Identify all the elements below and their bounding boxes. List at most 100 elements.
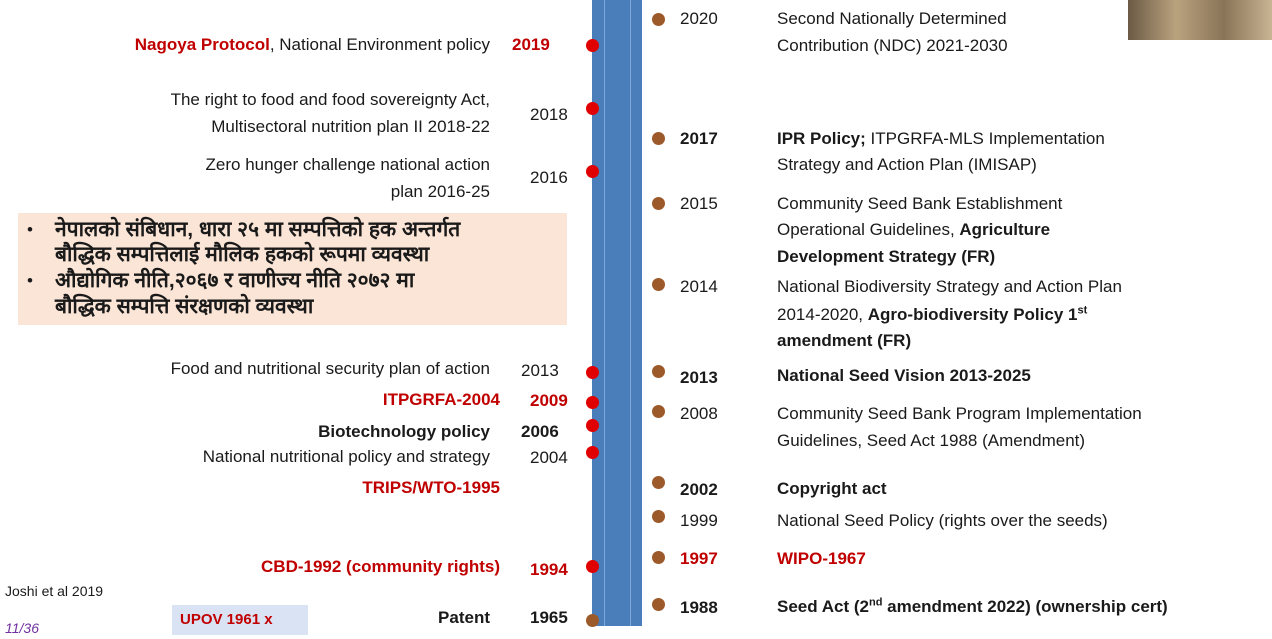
text-run: 2004	[530, 448, 568, 467]
citation: Joshi et al 2019	[5, 583, 104, 599]
event-dot	[586, 366, 599, 379]
event-dot	[652, 598, 665, 611]
text-run: CBD-1992 (community rights)	[261, 557, 500, 576]
text-run: 1997	[680, 549, 718, 568]
event-text: National Biodiversity Strategy and Actio…	[777, 276, 1122, 298]
text-run: st	[1077, 304, 1088, 317]
event-text: Zero hunger challenge national action	[206, 154, 490, 176]
text-run: 1999	[680, 511, 718, 530]
text-run: amendment 2022) (ownership cert)	[882, 597, 1168, 616]
text-run: 2013	[521, 361, 559, 380]
event-dot	[652, 197, 665, 210]
text-run: nd	[868, 596, 883, 609]
text-run: Operational Guidelines,	[777, 220, 960, 239]
event-year: 1997	[680, 548, 718, 570]
text-run: National Seed Policy (rights over the se…	[777, 511, 1108, 530]
event-dot	[652, 551, 665, 564]
text-run: Zero hunger challenge national action	[205, 155, 490, 174]
text-run: amendment (FR)	[777, 331, 912, 350]
event-year: 2002	[680, 479, 718, 501]
event-year: 2008	[680, 403, 718, 425]
upov-box	[172, 605, 308, 635]
text-run: plan 2016-25	[390, 182, 490, 201]
event-year: 1965	[530, 607, 568, 629]
text-run: Strategy and Action Plan (IMISAP)	[777, 155, 1037, 174]
event-text: Nagoya Protocol, National Environment po…	[135, 34, 490, 56]
event-year: 2013	[680, 367, 718, 389]
text-run: Agriculture	[959, 220, 1051, 239]
event-year: 2018	[530, 104, 568, 126]
event-text: WIPO-1967	[777, 548, 866, 570]
event-text: Second Nationally Determined	[777, 8, 1007, 30]
text-run: 1994	[530, 560, 568, 579]
text-run: 2018	[530, 105, 568, 124]
event-text: Multisectoral nutrition plan II 2018-22	[211, 116, 490, 138]
bullet: •	[27, 220, 33, 239]
event-text: plan 2016-25	[391, 181, 490, 203]
text-run: Second Nationally Determined	[777, 9, 1007, 28]
event-text: National Seed Vision 2013-2025	[777, 365, 1031, 387]
text-run: 2014	[680, 277, 718, 296]
text-run: , National Environment policy	[269, 35, 490, 54]
event-dot	[652, 510, 665, 523]
text-run: 2015	[680, 194, 718, 213]
event-year: 2004	[530, 447, 568, 469]
event-text: 2014-2020, Agro-biodiversity Policy 1st	[777, 304, 1087, 326]
text-run: Guidelines, Seed Act 1988 (Amendment)	[777, 431, 1086, 450]
photo	[1128, 0, 1272, 40]
event-year: 2016	[530, 167, 568, 189]
text-run: National nutritional policy and strategy	[202, 447, 490, 466]
text-run: Biotechnology policy	[318, 422, 490, 441]
event-dot	[652, 132, 665, 145]
bullet: •	[27, 271, 33, 290]
nepali-box	[18, 213, 567, 325]
event-year: 2009	[530, 390, 568, 412]
text-run: ITPGRFA-MLS Implementation	[865, 129, 1105, 148]
event-text: Operational Guidelines, Agriculture	[777, 219, 1050, 241]
text-run: National Seed Vision 2013-2025	[777, 366, 1031, 385]
event-text: ITPGRFA-2004	[383, 389, 500, 411]
text-run: National Biodiversity Strategy and Actio…	[777, 277, 1122, 296]
event-text: Seed Act (2nd amendment 2022) (ownership…	[777, 596, 1168, 618]
event-dot	[586, 614, 599, 627]
text-run: 2019	[512, 35, 550, 54]
event-year: 2014	[680, 276, 718, 298]
event-text: National nutritional policy and strategy	[203, 446, 490, 468]
event-year: 2015	[680, 193, 718, 215]
event-text: IPR Policy; ITPGRFA-MLS Implementation	[777, 128, 1105, 150]
text-run: 1965	[530, 608, 568, 627]
text-run: TRIPS/WTO-1995	[362, 478, 500, 497]
event-text: amendment (FR)	[777, 330, 911, 352]
event-dot	[652, 278, 665, 291]
text-run: Multisectoral nutrition plan II 2018-22	[211, 117, 490, 136]
text-run: Seed Act (2	[777, 597, 869, 616]
text-run: 2008	[680, 404, 718, 423]
event-dot	[586, 419, 599, 432]
text-run: Community Seed Bank Establishment	[777, 194, 1063, 213]
event-dot	[652, 476, 665, 489]
event-text: The right to food and food sovereignty A…	[171, 89, 490, 111]
event-year: 2013	[521, 360, 559, 382]
page-number: 11/36	[5, 620, 39, 636]
timeline-inner-line	[630, 0, 631, 626]
event-text: TRIPS/WTO-1995	[362, 477, 500, 499]
nepali-line: औद्योगिक नीति,२०६७ र वाणीज्य नीति २०७२ म…	[55, 269, 415, 292]
text-run: The right to food and food sovereignty A…	[170, 90, 490, 109]
event-dot	[586, 39, 599, 52]
event-year: 2006	[521, 421, 559, 443]
upov-label: UPOV 1961 x	[180, 611, 273, 628]
text-run: Contribution (NDC) 2021-2030	[777, 36, 1008, 55]
text-run: Community Seed Bank Program Implementati…	[777, 404, 1142, 423]
event-year: 1988	[680, 597, 718, 619]
event-text: CBD-1992 (community rights)	[261, 556, 500, 578]
event-text: Copyright act	[777, 478, 887, 500]
event-text: Strategy and Action Plan (IMISAP)	[777, 154, 1037, 176]
text-run: ITPGRFA-2004	[382, 390, 500, 409]
event-text: Biotechnology policy	[318, 421, 490, 443]
event-text: Food and nutritional security plan of ac…	[171, 358, 490, 380]
event-dot	[652, 405, 665, 418]
event-dot	[586, 396, 599, 409]
event-year: 2019	[512, 34, 550, 56]
event-text: Guidelines, Seed Act 1988 (Amendment)	[777, 430, 1085, 452]
